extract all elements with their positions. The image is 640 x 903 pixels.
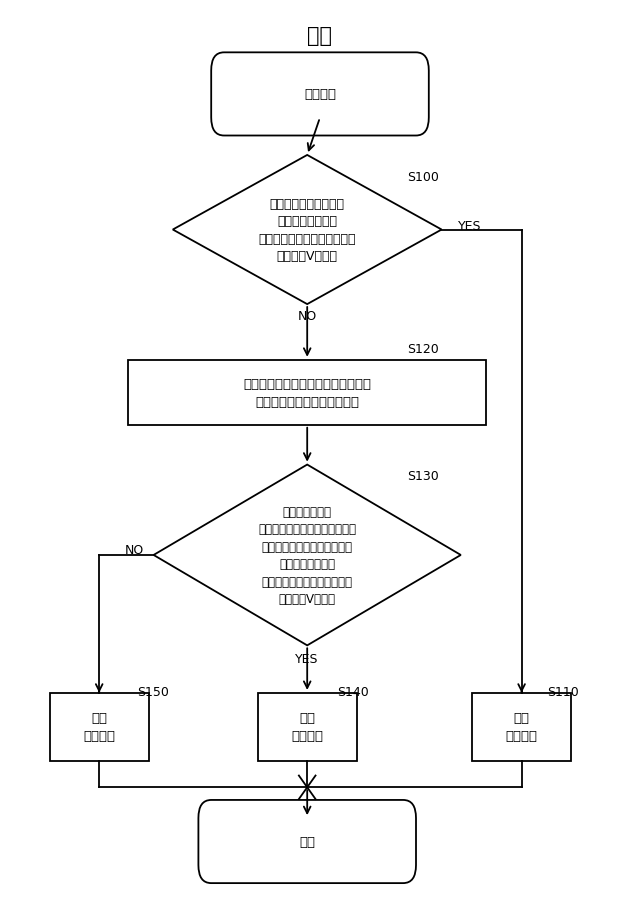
Bar xyxy=(50,694,148,760)
Text: 判定
「異常」: 判定 「異常」 xyxy=(83,712,115,742)
Text: 通常運転時において、
第１のガス温度と
第２のガス温度との温度差が
所定の値V以上？: 通常運転時において、 第１のガス温度と 第２のガス温度との温度差が 所定の値V以… xyxy=(259,198,356,263)
FancyBboxPatch shape xyxy=(198,800,416,883)
Text: 判定
「正常」: 判定 「正常」 xyxy=(291,712,323,742)
Text: S120: S120 xyxy=(407,343,439,356)
Text: 触媒を通過する前における排ガスを
昇温するよう内燃機関を制御: 触媒を通過する前における排ガスを 昇温するよう内燃機関を制御 xyxy=(243,377,371,408)
Polygon shape xyxy=(173,155,442,305)
Text: 判定処理: 判定処理 xyxy=(304,88,336,101)
Text: YES: YES xyxy=(458,219,481,232)
Text: S130: S130 xyxy=(407,470,439,482)
Text: S140: S140 xyxy=(337,685,369,698)
FancyBboxPatch shape xyxy=(211,53,429,136)
Polygon shape xyxy=(154,465,461,646)
Text: 図４: 図４ xyxy=(307,26,333,46)
Bar xyxy=(128,360,486,425)
Bar xyxy=(257,694,357,760)
Text: 判定
「正常」: 判定 「正常」 xyxy=(506,712,538,742)
Text: S110: S110 xyxy=(547,685,579,698)
Text: NO: NO xyxy=(125,544,144,556)
Text: YES: YES xyxy=(296,652,319,665)
Text: S150: S150 xyxy=(138,685,170,698)
Text: 終了: 終了 xyxy=(300,835,315,848)
Text: 通常運転時より
第１のガス温度が高くなるよう
運転しているときにおいて、
第１のガス温度と
第２のガス温度との温度差が
所定の値V以上？: 通常運転時より 第１のガス温度が高くなるよう 運転しているときにおいて、 第１の… xyxy=(258,505,356,606)
Text: S100: S100 xyxy=(407,171,439,183)
Bar xyxy=(472,694,571,760)
Text: NO: NO xyxy=(298,310,317,322)
